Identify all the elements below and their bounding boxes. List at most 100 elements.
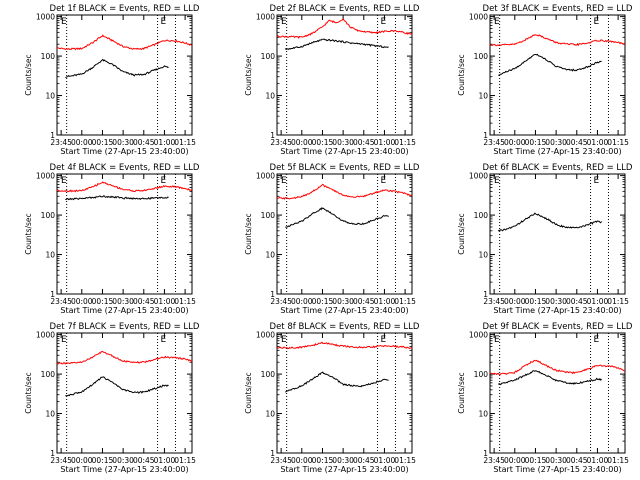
x-tick-label: 00:45 xyxy=(353,138,375,147)
chart-title: Det 1f BLACK = Events, RED = LLD xyxy=(50,4,200,14)
y-tick-label: 10 xyxy=(45,410,55,419)
x-tick-label: 23:45 xyxy=(483,297,505,306)
x-axis-label: Start Time (27-Apr-15 23:40:00) xyxy=(280,465,408,474)
x-tick-label: 01:15 xyxy=(174,456,196,465)
x-tick-label: 23:45 xyxy=(50,297,72,306)
plot-frame xyxy=(489,332,626,454)
y-tick-label: 1000 xyxy=(256,331,275,340)
plot-frame xyxy=(489,173,626,295)
y-axis-label: Counts/sec xyxy=(24,54,33,95)
x-axis-label: Start Time (27-Apr-15 23:40:00) xyxy=(60,306,188,315)
y-axis-label: Counts/sec xyxy=(244,213,253,254)
series-lld-line xyxy=(56,34,193,51)
plot-frame xyxy=(56,332,193,454)
y-tick-label: 10 xyxy=(478,410,488,419)
y-tick-label: 100 xyxy=(261,211,276,220)
x-tick-label: 00:45 xyxy=(133,297,155,306)
y-tick-label: 10 xyxy=(265,92,275,101)
series-events-line xyxy=(497,370,602,386)
x-tick-label: 00:15 xyxy=(312,138,334,147)
y-tick-label: 10 xyxy=(265,410,275,419)
plot-frame xyxy=(56,14,193,136)
x-tick-label: 00:15 xyxy=(312,297,334,306)
chart-title: Det 8f BLACK = Events, RED = LLD xyxy=(270,322,420,332)
x-tick-label: 00:00 xyxy=(71,456,93,465)
x-tick-label: 00:30 xyxy=(332,138,354,147)
x-tick-label: 23:45 xyxy=(483,138,505,147)
chart-title: Det 4f BLACK = Events, RED = LLD xyxy=(50,163,200,173)
event-marker-label: E xyxy=(161,176,167,186)
x-tick-label: 00:45 xyxy=(566,297,588,306)
x-tick-label: 01:15 xyxy=(607,138,629,147)
x-tick-label: 01:15 xyxy=(174,138,196,147)
x-tick-label: 01:15 xyxy=(607,456,629,465)
event-marker-label: E xyxy=(594,17,600,27)
x-tick-label: 00:00 xyxy=(291,297,313,306)
x-axis-label: Start Time (27-Apr-15 23:40:00) xyxy=(280,147,408,156)
y-tick-label: 100 xyxy=(474,370,489,379)
y-tick-label: 1 xyxy=(483,131,488,140)
x-tick-label: 00:15 xyxy=(92,138,114,147)
x-tick-label: 00:45 xyxy=(566,456,588,465)
chart-title: Det 9f BLACK = Events, RED = LLD xyxy=(483,322,633,332)
x-tick-label: 01:15 xyxy=(607,297,629,306)
event-marker-label: E xyxy=(494,17,500,27)
x-tick-label: 00:45 xyxy=(353,297,375,306)
chart-det-6: Det 6f BLACK = Events, RED = LLD E E 1 10 100… xyxy=(457,163,633,315)
x-tick-label: 00:00 xyxy=(71,138,93,147)
x-tick-label: 00:15 xyxy=(525,297,547,306)
x-tick-label: 00:15 xyxy=(525,138,547,147)
x-tick-label: 00:15 xyxy=(525,456,547,465)
y-tick-label: 1 xyxy=(270,131,275,140)
x-tick-label: 00:45 xyxy=(133,456,155,465)
event-marker-label: E xyxy=(594,335,600,345)
y-tick-label: 1000 xyxy=(36,172,55,181)
chart-title: Det 5f BLACK = Events, RED = LLD xyxy=(270,163,420,173)
series-events-line xyxy=(65,195,169,201)
chart-det-3: Det 3f BLACK = Events, RED = LLD E E 1 10 100… xyxy=(457,4,633,156)
chart-title: Det 2f BLACK = Events, RED = LLD xyxy=(270,4,420,14)
x-axis-label: Start Time (27-Apr-15 23:40:00) xyxy=(60,147,188,156)
event-marker-label: E xyxy=(381,17,387,27)
x-tick-label: 00:15 xyxy=(92,297,114,306)
event-marker-label: E xyxy=(61,335,67,345)
event-marker-label: E xyxy=(281,176,287,186)
series-events-line xyxy=(498,53,602,77)
chart-det-9: Det 9f BLACK = Events, RED = LLD E E 1 10 100… xyxy=(457,322,633,474)
y-axis-label: Counts/sec xyxy=(24,372,33,413)
series-events-line xyxy=(65,376,169,397)
x-tick-label: 01:15 xyxy=(394,297,416,306)
chart-det-5: Det 5f BLACK = Events, RED = LLD E E 1 10 100… xyxy=(244,163,420,315)
series-lld-line xyxy=(276,183,413,200)
chart-title: Det 7f BLACK = Events, RED = LLD xyxy=(50,322,200,332)
x-tick-label: 23:45 xyxy=(483,456,505,465)
x-tick-label: 01:15 xyxy=(394,456,416,465)
series-lld-line xyxy=(489,34,626,47)
x-tick-label: 00:30 xyxy=(545,297,567,306)
y-tick-label: 10 xyxy=(45,251,55,260)
x-tick-label: 00:15 xyxy=(312,456,334,465)
chart-title: Det 3f BLACK = Events, RED = LLD xyxy=(483,4,633,14)
plot-frame xyxy=(56,173,193,295)
plot-frame xyxy=(276,173,413,295)
y-axis-label: Counts/sec xyxy=(244,54,253,95)
y-tick-label: 1000 xyxy=(36,331,55,340)
y-tick-label: 100 xyxy=(41,370,56,379)
x-tick-label: 23:45 xyxy=(270,456,292,465)
series-lld-line xyxy=(56,350,193,365)
x-tick-label: 00:00 xyxy=(504,456,526,465)
y-axis-label: Counts/sec xyxy=(24,213,33,254)
x-tick-label: 01:00 xyxy=(154,138,176,147)
event-marker-label: E xyxy=(494,335,500,345)
x-axis-label: Start Time (27-Apr-15 23:40:00) xyxy=(493,465,621,474)
x-tick-label: 23:45 xyxy=(270,138,292,147)
y-tick-label: 100 xyxy=(261,370,276,379)
event-marker-label: E xyxy=(61,176,67,186)
series-lld-line xyxy=(276,341,413,350)
event-marker-label: E xyxy=(281,17,287,27)
y-tick-label: 10 xyxy=(265,251,275,260)
x-tick-label: 00:30 xyxy=(112,138,134,147)
x-tick-label: 00:15 xyxy=(92,456,114,465)
y-axis-label: Counts/sec xyxy=(244,372,253,413)
chart-det-2: Det 2f BLACK = Events, RED = LLD E E 1 10 100… xyxy=(244,4,420,156)
